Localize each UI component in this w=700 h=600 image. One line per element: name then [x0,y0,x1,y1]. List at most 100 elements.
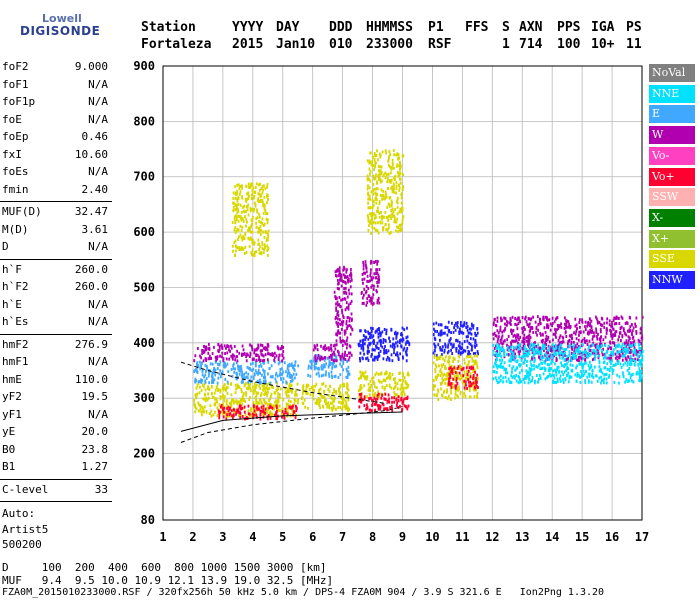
echo-point [363,384,365,388]
echo-point [361,278,364,282]
echo-point [266,237,268,241]
echo-point [203,397,206,401]
echo-point [394,353,397,357]
echo-point [528,377,530,381]
echo-point [497,331,500,335]
echo-point [620,339,622,343]
header-value-station: Fortaleza [141,37,212,52]
echo-point [242,376,245,380]
echo-point [377,296,380,300]
echo-point [267,229,270,233]
echo-point [389,153,392,157]
echo-point [585,339,588,343]
echo-point [257,401,260,405]
echo-point [432,383,435,387]
echo-point [250,253,253,257]
echo-point [632,343,635,347]
echo-point [391,158,394,162]
echo-point [377,177,380,181]
echo-point [567,342,569,346]
echo-point [605,372,608,376]
echo-point [330,343,332,347]
echo-point [466,369,468,373]
echo-point [261,222,264,226]
echo-point [370,299,373,303]
echo-point [276,417,279,421]
x-tick-label: 16 [605,530,619,544]
echo-point [552,369,555,373]
echo-point [445,373,448,377]
echo-point [621,351,624,355]
echo-point [460,320,462,324]
echo-point [247,197,250,201]
echo-point [547,335,550,339]
echo-point [337,282,339,286]
echo-point [203,382,206,386]
echo-point [515,339,518,343]
echo-point [386,355,389,359]
echo-point [365,290,368,294]
echo-point [505,352,508,356]
echo-point [399,378,402,382]
echo-point [591,369,594,373]
echo-point [596,319,599,323]
echo-point [312,385,314,389]
echo-point [341,279,344,283]
echo-point [265,401,268,405]
echo-point [375,268,378,272]
echo-point [342,314,344,318]
echo-point [367,337,370,341]
echo-point [515,360,518,364]
echo-point [251,182,254,186]
echo-point [465,321,468,325]
echo-point [457,354,460,358]
echo-point [553,349,556,353]
echo-point [290,383,293,387]
echo-point [281,359,284,363]
echo-point [242,236,245,240]
echo-point [402,400,405,404]
echo-point [239,203,242,207]
echo-point [582,330,585,334]
echo-point [553,345,556,349]
echo-point [474,386,476,390]
echo-point [634,360,637,364]
echo-point [370,276,373,280]
echo-point [257,230,259,234]
echo-point [602,381,605,385]
echo-point [223,383,226,387]
echo-point [587,379,590,383]
echo-point [433,327,435,331]
echo-point [232,196,235,200]
echo-point [440,371,443,375]
echo-point [564,377,567,381]
echo-point [242,209,245,213]
echo-point [607,344,610,348]
echo-point [369,336,372,340]
echo-point [223,387,225,391]
echo-point [395,332,398,336]
echo-point [501,365,503,369]
echo-point [401,339,404,343]
echo-point [527,381,530,385]
echo-point [493,321,495,325]
echo-point [294,393,296,397]
echo-point [266,194,268,198]
echo-point [498,335,500,339]
echo-point [234,231,237,235]
echo-point [432,361,435,365]
echo-point [345,346,348,350]
echo-point [608,374,611,378]
echo-point [253,407,256,411]
legend-item-nne: NNE [649,84,695,103]
legend-item-vo: Vo+ [649,167,695,186]
echo-point [259,363,262,367]
echo-point [194,380,197,384]
echo-point [318,374,321,378]
echo-point [349,345,352,349]
echo-point [447,359,450,363]
echo-point [240,236,243,240]
echo-point [257,197,260,201]
echo-point [250,389,252,393]
echo-point [328,360,331,364]
